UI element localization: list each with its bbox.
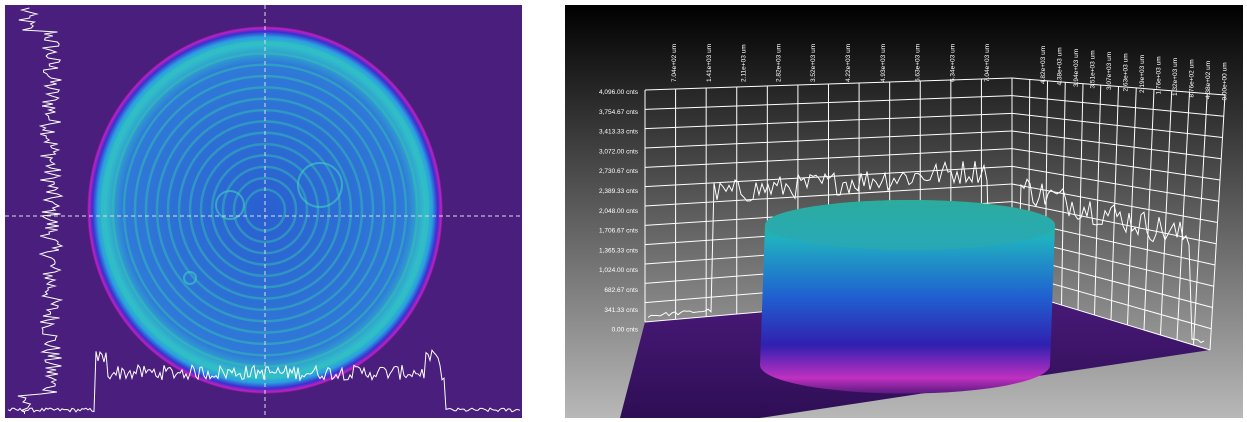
z-axis-label: 3,072.00 cnts [599, 148, 639, 155]
grid-line [644, 112, 1013, 130]
x-axis-label: 4.22e+03 um [845, 44, 852, 82]
z-axis-label: 682.67 cnts [604, 287, 638, 294]
y-axis-label: 3.07e+03 um [1106, 52, 1113, 90]
z-axis-label: 2,730.67 cnts [599, 168, 639, 175]
x-axis-label: 2.82e+03 um [775, 44, 782, 82]
grid-line [644, 165, 1013, 188]
z-axis-label: 2,389.33 cnts [599, 188, 639, 195]
x-axis-label: 3.52e+03 um [810, 44, 817, 82]
grid-line [1011, 183, 1218, 223]
x-axis-label: 6.34e+03 um [949, 44, 956, 82]
grid-line [1011, 148, 1221, 181]
z-axis-label: 0.00 cnts [612, 327, 639, 334]
ring-defect [215, 190, 245, 220]
z-axis-label: 3,754.67 cnts [599, 109, 639, 116]
x-axis-label: 1.41e+03 um [706, 44, 713, 82]
x-axis-label: 7.04e+02 um [671, 44, 678, 82]
y-axis-label: 4.38e+02 um [1205, 61, 1212, 99]
ring [232, 176, 298, 244]
y-axis-label: 0.00e+00 um [1222, 62, 1229, 100]
z-axis-label: 1,706.67 cnts [599, 228, 639, 235]
ring [177, 120, 353, 300]
ring [199, 142, 331, 278]
grid-line [1011, 165, 1219, 202]
grid-line [644, 183, 1013, 207]
grid-line [644, 77, 1013, 91]
y-axis-label: 1.76e+03 um [1156, 56, 1163, 94]
beam-top [765, 200, 1055, 250]
z-axis-label: 1,024.00 cnts [599, 267, 639, 274]
grid-line [1011, 77, 1226, 96]
x-axis-label: 2.11e+03 um [741, 44, 748, 82]
3d-view-panel: 4,096.00 cnts 3,754.67 cnts 3,413.33 cnts 3… [565, 5, 1243, 418]
ring [111, 52, 419, 368]
vertical-profile [17, 7, 64, 415]
x-axis-label: 5.63e+03 um [915, 44, 922, 82]
grid-line [1011, 112, 1223, 138]
y-axis-label: 3.94e+03 um [1073, 49, 1080, 87]
y-axis-label: 4.82e+03 um [1040, 46, 1047, 84]
horizontal-profile [7, 348, 521, 413]
ring-defect [183, 271, 197, 285]
ring-defect [297, 162, 343, 208]
y-axis-label: 4.38e+03 um [1057, 47, 1064, 85]
wall-profile-y [1014, 178, 1205, 344]
y-axis-label: 3.51e+03 um [1090, 50, 1097, 88]
z-axis-label: 2,048.00 cnts [599, 208, 639, 215]
x-axis-label: 7.04e+03 um [984, 44, 991, 82]
grid-line [644, 95, 1013, 110]
grid-line [644, 148, 1013, 168]
beam-image-panel [5, 5, 522, 418]
axis-labels: 4,096.00 cnts 3,754.67 cnts 3,413.33 cnts 3… [599, 44, 1229, 334]
y-axis-label: 1.32e+03 um [1172, 58, 1179, 96]
z-axis-label: 1,365.33 cnts [599, 247, 639, 254]
z-axis-label: 341.33 cnts [604, 307, 638, 314]
wall-profile-x [647, 160, 1009, 318]
z-axis-label: 3,413.33 cnts [599, 129, 639, 136]
grid-line [1011, 130, 1222, 160]
ring [144, 86, 386, 334]
z-axis-label: 4,096.00 cnts [599, 89, 639, 96]
y-axis-label: 2.19e+03 um [1139, 55, 1146, 93]
x-axis-label: 4.93e+03 um [880, 44, 887, 82]
y-axis-label: 2.63e+03 um [1123, 53, 1130, 91]
grid-line [644, 130, 1013, 149]
grid-line [1011, 95, 1224, 117]
y-axis-label: 8.76e+02 um [1189, 59, 1196, 97]
beam-surface [760, 200, 1055, 394]
